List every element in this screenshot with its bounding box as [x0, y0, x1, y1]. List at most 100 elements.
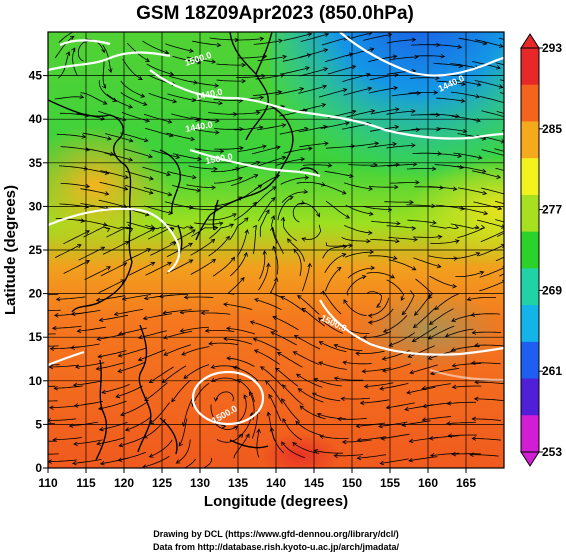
streamline [163, 330, 192, 339]
streamline [60, 146, 90, 151]
streamline-arrow [140, 93, 146, 98]
streamline-arrow [273, 277, 279, 282]
streamline [480, 96, 504, 104]
streamline [48, 423, 55, 424]
streamline-arrow [281, 155, 287, 161]
streamline [367, 143, 397, 148]
streamline-arrow [28, 439, 32, 443]
streamline [208, 223, 234, 239]
streamline-arrow [297, 295, 302, 300]
streamline-arrow [232, 365, 238, 370]
streamline [138, 349, 166, 361]
streamline-arrow [252, 337, 258, 342]
streamline-arrow [459, 164, 465, 170]
streamline-arrow [148, 153, 153, 159]
streamline-arrow [407, 353, 413, 358]
streamline-arrow [368, 186, 374, 191]
streamline [459, 207, 488, 215]
streamline-arrow [272, 245, 277, 251]
streamline [172, 55, 201, 64]
streamline [159, 293, 189, 297]
colorbar-segment [521, 415, 539, 453]
streamline [142, 455, 170, 468]
streamline [327, 65, 356, 75]
streamline [370, 164, 400, 167]
streamline-arrow [471, 416, 476, 422]
streamline [413, 307, 436, 328]
x-axis-label: Longitude (degrees) [204, 493, 348, 510]
streamline [364, 382, 394, 387]
streamline [83, 226, 110, 238]
streamline [73, 439, 103, 445]
streamline [496, 232, 504, 237]
streamline [202, 457, 212, 468]
streamline [214, 147, 244, 150]
streamline [344, 182, 373, 190]
streamline [237, 145, 267, 152]
streamline-arrow [316, 413, 322, 418]
streamline [495, 167, 504, 171]
streamline [78, 219, 107, 226]
streamline [429, 435, 459, 439]
streamline-arrow [73, 441, 78, 447]
streamline [407, 219, 437, 224]
streamline-arrow [322, 84, 328, 89]
streamline-arrow [269, 226, 275, 232]
streamline [56, 296, 86, 300]
colorbar-segment [521, 231, 539, 269]
streamline-arrow [342, 88, 348, 93]
streamline-arrow [96, 336, 102, 342]
streamline [151, 149, 180, 158]
y-tick-label: 45 [29, 69, 43, 83]
streamline-arrow [366, 238, 371, 244]
streamline-arrow [211, 59, 217, 64]
streamline-arrow [345, 214, 351, 219]
streamline [209, 37, 239, 41]
streamline-arrow [379, 460, 385, 466]
streamline-arrow [214, 207, 219, 212]
streamline [366, 291, 382, 308]
streamline-arrow [457, 44, 463, 49]
streamline [121, 112, 150, 122]
streamline-arrow [447, 433, 453, 438]
streamline [312, 392, 341, 402]
streamline [322, 245, 347, 259]
streamline [270, 427, 285, 454]
streamline-arrow [368, 230, 373, 236]
streamline [362, 205, 392, 211]
streamline [214, 128, 243, 130]
streamline-arrow [379, 386, 384, 391]
streamline-arrow [272, 315, 277, 320]
streamline-arrow [356, 455, 362, 461]
streamline-arrow [452, 283, 458, 289]
streamline-arrow [99, 460, 105, 466]
streamline-arrow [296, 373, 301, 378]
streamline-arrow [97, 354, 103, 359]
streamline [341, 237, 370, 242]
streamline [450, 223, 479, 229]
streamline-arrow [169, 227, 175, 232]
streamline [360, 399, 390, 404]
streamline [182, 398, 193, 427]
streamline [408, 92, 438, 94]
streamline-arrow [144, 212, 150, 217]
streamline [429, 308, 454, 325]
streamline-arrow [367, 313, 373, 318]
streamline [178, 418, 188, 447]
streamline-arrow [100, 246, 106, 251]
streamline-arrow [79, 94, 85, 99]
streamline [388, 259, 416, 271]
streamline-arrow [292, 441, 297, 447]
streamline [54, 35, 75, 59]
streamline-arrow [216, 42, 222, 48]
streamline-arrow [243, 251, 248, 257]
streamline-arrow [171, 471, 175, 475]
streamline-arrow [446, 421, 451, 426]
streamline-arrow [361, 274, 367, 280]
streamline [430, 452, 460, 457]
streamline-arrow [167, 261, 172, 266]
streamline [319, 435, 349, 439]
streamline-arrow [108, 68, 113, 74]
streamline [325, 200, 350, 219]
